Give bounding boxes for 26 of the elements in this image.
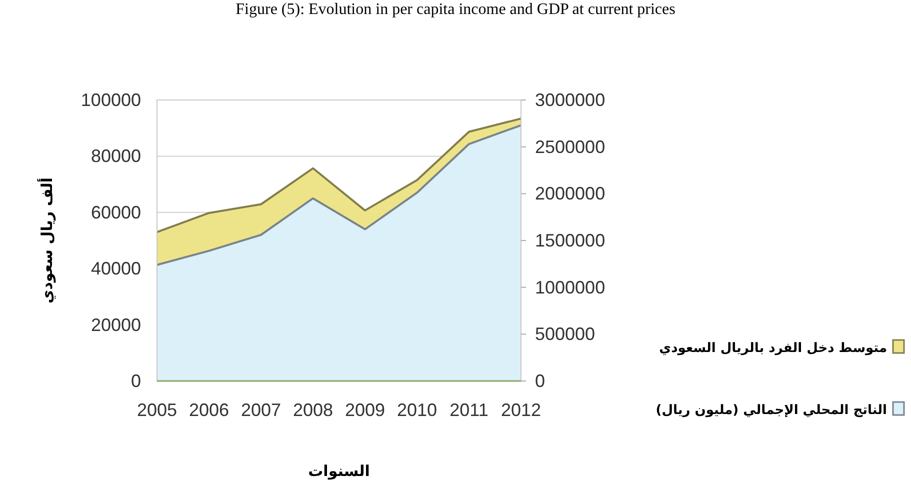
legend-label: الناتج المحلي الإجمالي (مليون ريال) (656, 403, 887, 418)
y-tick-label: 100000 (80, 90, 141, 110)
y2-tick-label: 2500000 (535, 136, 606, 157)
chart-title: Figure (5): Evolution in per capita income and GDP at current prices (236, 1, 676, 18)
y-tick-label: 40000 (90, 258, 141, 279)
x-tick-label: 2006 (188, 400, 230, 420)
y2-tick-label: 1500000 (535, 230, 606, 250)
y2-tick-label: 3000000 (535, 90, 606, 110)
x-tick-label: 2012 (500, 400, 542, 420)
y-tick-label: 20000 (90, 314, 141, 335)
x-tick-label: 2009 (344, 400, 386, 420)
y-tick-label: 80000 (90, 146, 141, 166)
x-tick-label: 2011 (450, 400, 488, 420)
x-tick-label: 2005 (136, 400, 178, 420)
x-tick-label: 2010 (396, 400, 438, 420)
y2-tick-label: 2000000 (535, 184, 606, 204)
y-tick-label: 60000 (90, 202, 141, 222)
y2-tick-label: 0 (535, 371, 546, 391)
legend-label: متوسط دخل الفرد بالريال السعودي (659, 341, 887, 356)
y-tick-label: 0 (130, 371, 141, 391)
y2-tick-label: 1000000 (535, 277, 606, 298)
y2-tick-label: 500000 (535, 324, 596, 344)
x-axis-title: السنوات (308, 462, 370, 480)
y-axis-title: ألف ريال سعودي (37, 177, 56, 304)
x-tick-label: 2008 (292, 400, 334, 420)
x-tick-label: 2007 (240, 400, 282, 420)
